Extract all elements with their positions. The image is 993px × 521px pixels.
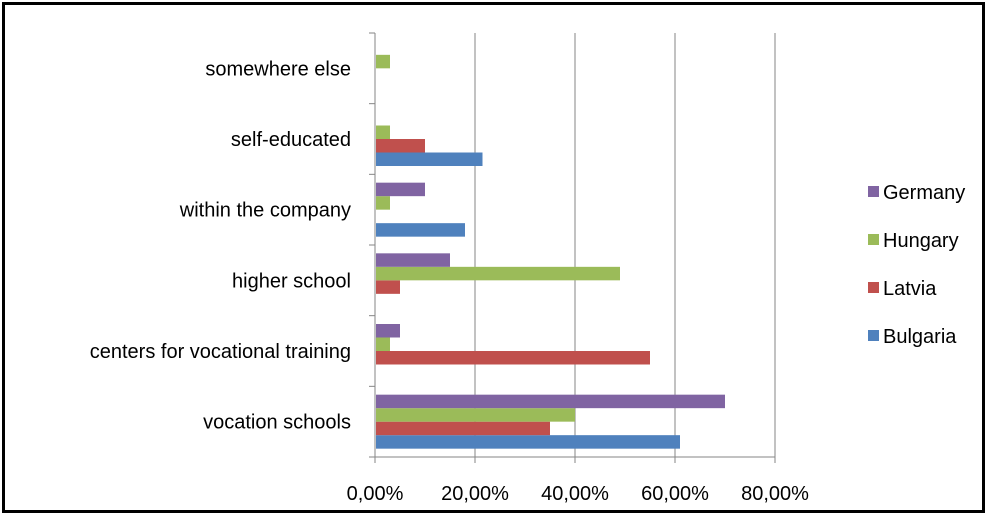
bar-hungary-vocation-schools <box>376 408 575 422</box>
bar-germany-within-the-company <box>376 182 425 197</box>
legend-item-hungary: Hungary <box>868 230 959 252</box>
bar-hungary-somewhere-else <box>376 54 390 69</box>
category-label-centers-for-vocational-training: centers for vocational training <box>90 341 351 363</box>
category-label-vocation-schools: vocation schools <box>203 412 351 434</box>
x-tick-label: 40,00% <box>541 483 609 505</box>
legend-item-germany: Germany <box>868 182 965 204</box>
x-tick-label: 20,00% <box>441 483 509 505</box>
category-label-within-the-company: within the company <box>179 200 351 222</box>
x-tick-labels: 0,00% 20,00% 40,00% 60,00% 80,00% <box>347 483 809 505</box>
bars <box>376 54 725 449</box>
bar-hungary-higher-school <box>376 266 620 281</box>
legend-swatch-germany <box>868 186 879 197</box>
bar-latvia-centers-for-vocational-training <box>376 351 650 365</box>
legend: Germany Hungary Latvia Bulgaria <box>868 182 965 348</box>
legend-item-bulgaria: Bulgaria <box>868 326 957 348</box>
legend-item-latvia: Latvia <box>868 278 937 300</box>
bar-germany-centers-for-vocational-training <box>376 324 400 338</box>
bar-hungary-centers-for-vocational-training <box>376 337 390 351</box>
category-label-self-educated: self-educated <box>231 129 351 151</box>
bar-hungary-self-educated <box>376 125 390 139</box>
bar-latvia-higher-school <box>376 280 400 294</box>
bar-bulgaria-self-educated <box>376 152 483 166</box>
bar-latvia-self-educated <box>376 139 425 153</box>
legend-swatch-hungary <box>868 234 879 245</box>
legend-label-germany: Germany <box>883 182 965 204</box>
x-tick-label: 0,00% <box>347 483 404 505</box>
bar-latvia-vocation-schools <box>376 421 550 436</box>
category-labels: vocation schools centers for vocational t… <box>90 58 351 433</box>
x-tick-label: 60,00% <box>641 483 709 505</box>
bar-hungary-within-the-company <box>376 196 390 210</box>
gridlines <box>474 33 776 457</box>
category-label-higher-school: higher school <box>232 270 351 292</box>
legend-label-hungary: Hungary <box>883 230 959 252</box>
category-label-somewhere-else: somewhere else <box>205 58 351 80</box>
legend-swatch-bulgaria <box>868 330 879 341</box>
bar-germany-higher-school <box>376 253 450 267</box>
bar-bulgaria-within-the-company <box>376 223 465 237</box>
axes <box>369 32 776 463</box>
legend-swatch-latvia <box>868 282 879 293</box>
legend-label-latvia: Latvia <box>883 278 937 300</box>
bar-bulgaria-vocation-schools <box>376 435 680 449</box>
legend-label-bulgaria: Bulgaria <box>883 326 957 348</box>
x-tick-label: 80,00% <box>741 483 809 505</box>
bar-germany-vocation-schools <box>376 394 725 409</box>
